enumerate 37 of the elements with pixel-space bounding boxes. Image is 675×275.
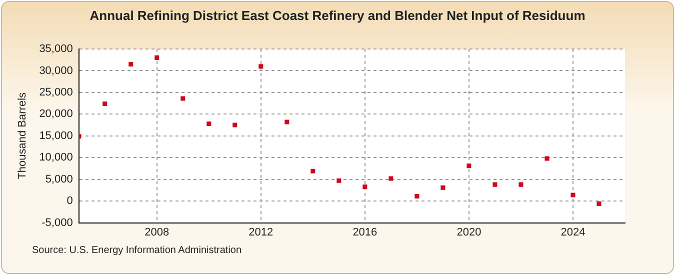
y-tick-label: 0 bbox=[66, 195, 73, 208]
point bbox=[258, 64, 264, 69]
y-tick-label: 30,000 bbox=[39, 64, 73, 77]
point bbox=[232, 122, 238, 128]
y-axis-title: Thousand Barrels bbox=[16, 92, 29, 180]
y-tick-label: -5,000 bbox=[42, 216, 73, 229]
point bbox=[180, 96, 186, 101]
x-tick-label: 2024 bbox=[560, 226, 586, 238]
point bbox=[440, 185, 446, 190]
y-tick-label: 25,000 bbox=[39, 86, 73, 98]
point bbox=[570, 192, 576, 198]
x-tick-label: 2008 bbox=[144, 226, 170, 238]
x-tick-label: 2016 bbox=[352, 226, 378, 238]
point bbox=[388, 176, 394, 181]
point bbox=[544, 156, 550, 161]
point bbox=[362, 184, 368, 189]
y-tick-label: 5,000 bbox=[45, 173, 73, 186]
y-tick-label: 20,000 bbox=[39, 108, 73, 120]
source-note: Source: U.S. Energy Information Administration bbox=[32, 245, 242, 256]
y-tick-label: 10,000 bbox=[39, 152, 73, 164]
point bbox=[336, 178, 342, 183]
point bbox=[102, 101, 108, 106]
point bbox=[466, 164, 472, 168]
y-tick-label: 35,000 bbox=[39, 43, 73, 56]
point bbox=[310, 168, 316, 174]
point bbox=[284, 120, 290, 124]
point bbox=[492, 182, 498, 187]
x-tick-label: 2020 bbox=[456, 226, 482, 238]
point bbox=[596, 201, 602, 206]
x-tick-label: 2012 bbox=[248, 226, 274, 238]
y-tick-label: 15,000 bbox=[39, 130, 73, 142]
point bbox=[206, 121, 212, 126]
point bbox=[414, 194, 420, 199]
point bbox=[518, 182, 524, 187]
point bbox=[128, 62, 134, 66]
point bbox=[154, 55, 160, 60]
chart-title: Annual Refining District East Coast Refinery and Blender Net Input of Residuum bbox=[88, 8, 586, 23]
